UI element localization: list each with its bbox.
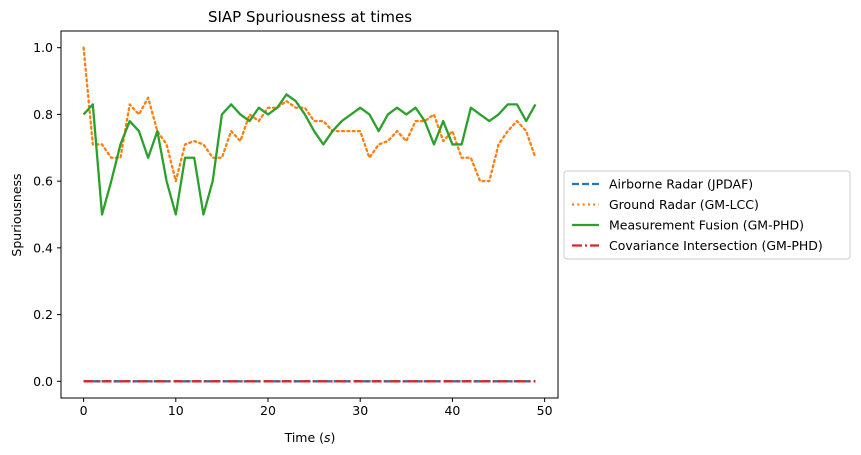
y-tick-label: 0.6 <box>33 174 53 189</box>
y-axis: 0.0 0.2 0.4 0.6 0.8 1.0 <box>33 40 61 389</box>
y-axis-label: Spuriousness <box>9 173 24 256</box>
y-tick-label: 1.0 <box>33 40 53 55</box>
x-tick-label: 50 <box>537 403 553 418</box>
legend-label: Airborne Radar (JPDAF) <box>609 177 753 192</box>
y-tick-label: 0.2 <box>33 307 53 322</box>
series-layer <box>82 46 537 383</box>
plot-background <box>61 31 558 398</box>
x-tick-label: 30 <box>352 403 368 418</box>
x-tick-label: 20 <box>260 403 276 418</box>
y-tick-label: 0.0 <box>33 374 53 389</box>
series-line-measurement-fusion-gm-phd <box>82 93 537 216</box>
y-tick-label: 0.4 <box>33 240 53 255</box>
chart-title: SIAP Spuriousness at times <box>208 8 412 26</box>
x-axis: 0 10 20 30 40 50 <box>80 398 553 418</box>
legend: Airborne Radar (JPDAF) Ground Radar (GM-L… <box>563 170 851 260</box>
plot-area <box>60 30 559 399</box>
legend-frame <box>563 170 851 260</box>
x-tick-label: 40 <box>444 403 460 418</box>
legend-label: Ground Radar (GM-LCC) <box>609 197 759 212</box>
x-axis-label: Time (s) <box>284 430 336 445</box>
y-tick-label: 0.8 <box>33 107 53 122</box>
x-tick-label: 10 <box>168 403 184 418</box>
legend-label: Covariance Intersection (GM-PHD) <box>609 238 823 253</box>
legend-label: Measurement Fusion (GM-PHD) <box>609 218 804 233</box>
x-tick-label: 0 <box>80 403 88 418</box>
plot-frame <box>60 30 559 399</box>
